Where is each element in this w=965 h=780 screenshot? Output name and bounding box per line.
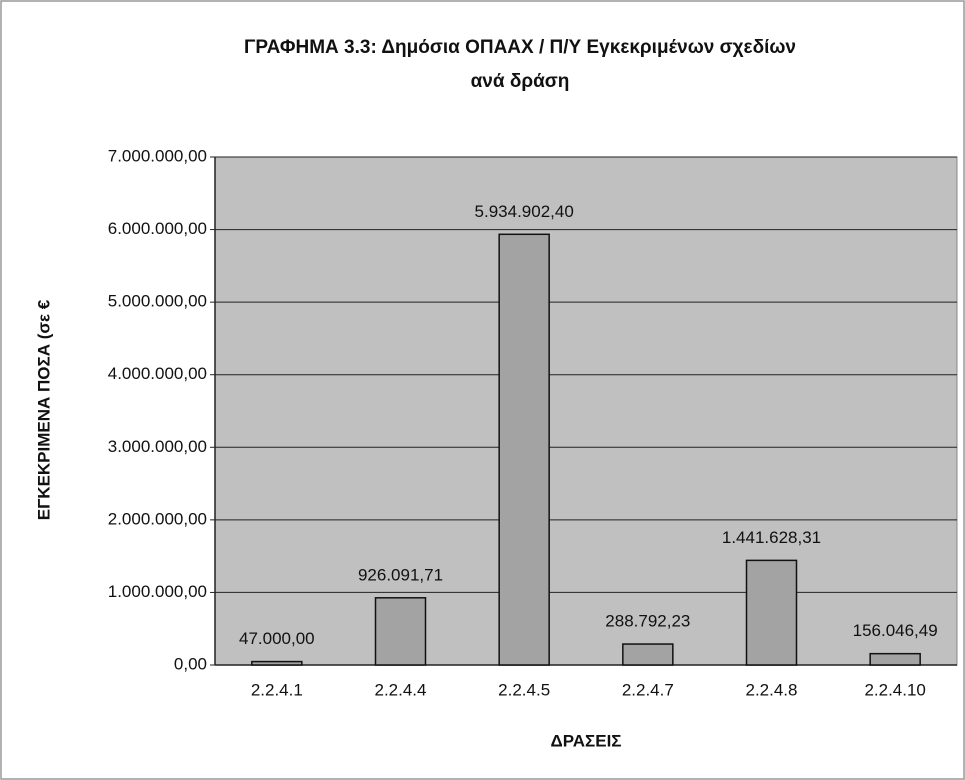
y-tick-label: 6.000.000,00 (108, 219, 207, 238)
y-tick-label: 7.000.000,00 (108, 146, 207, 165)
chart-title: ΓΡΑΦΗΜΑ 3.3: Δημόσια ΟΠΑΑΧ / Π/Υ Εγκεκρι… (244, 37, 796, 58)
data-label: 926.091,71 (358, 565, 443, 584)
x-tick-label: 2.2.4.5 (498, 680, 550, 699)
data-label: 156.046,49 (853, 621, 938, 640)
x-tick-label: 2.2.4.1 (251, 680, 303, 699)
data-label: 288.792,23 (605, 612, 690, 631)
x-tick-label: 2.2.4.10 (864, 680, 925, 699)
bar (374, 597, 427, 666)
x-axis-label: ΔΡΑΣΕΙΣ (550, 731, 621, 750)
x-tick-label: 2.2.4.4 (375, 680, 427, 699)
x-tick-label: 2.2.4.7 (622, 680, 674, 699)
y-tick-label: 5.000.000,00 (108, 292, 207, 311)
y-tick-label: 1.000.000,00 (108, 582, 207, 601)
plot-area (214, 156, 958, 666)
data-label: 5.934.902,40 (475, 202, 574, 221)
data-label: 47.000,00 (239, 629, 315, 648)
chart-title: ανά δράση (471, 71, 570, 92)
bar (869, 652, 921, 666)
bar (498, 233, 550, 666)
y-axis-label: ΕΓΚΕΚΡΙΜΕΝΑ ΠΟΣΑ (σε € (34, 299, 53, 520)
y-tick-label: 0,00 (174, 654, 207, 673)
y-tick-label: 4.000.000,00 (108, 364, 207, 383)
bar (622, 643, 674, 666)
bar (745, 559, 798, 666)
y-tick-label: 3.000.000,00 (108, 437, 207, 456)
data-label: 1.441.628,31 (722, 528, 821, 547)
y-tick-label: 2.000.000,00 (108, 509, 207, 528)
x-tick-label: 2.2.4.8 (746, 680, 798, 699)
bar (251, 660, 303, 666)
